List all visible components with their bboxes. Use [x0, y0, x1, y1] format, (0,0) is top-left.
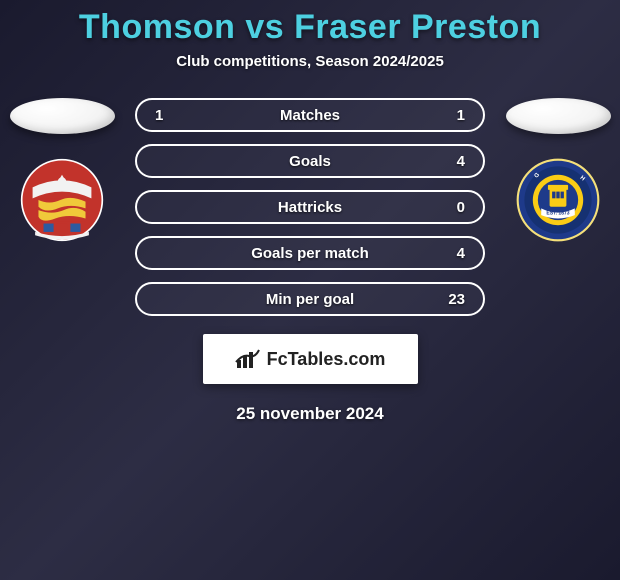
stat-label: Hattricks: [278, 199, 342, 216]
stat-right-value: 4: [441, 153, 465, 170]
stat-row: Goals 4: [135, 144, 485, 178]
left-side: [7, 98, 117, 247]
stat-label: Goals: [289, 153, 331, 170]
page-title: Thomson vs Fraser Preston: [0, 8, 620, 47]
stat-right-value: 23: [441, 291, 465, 308]
stat-label: Matches: [280, 107, 340, 124]
stat-row: 1 Matches 1: [135, 98, 485, 132]
stat-right-value: 4: [441, 245, 465, 262]
player-silhouette-right: [506, 98, 611, 134]
club-crest-right: EST. 1873 G H: [516, 158, 600, 247]
stat-right-value: 1: [441, 107, 465, 124]
club-crest-left: [20, 158, 104, 247]
stat-label: Min per goal: [266, 291, 354, 308]
stat-right-value: 0: [441, 199, 465, 216]
comparison-layout: 1 Matches 1 Goals 4 Hattricks 0 Goals pe…: [0, 98, 620, 316]
right-side: EST. 1873 G H: [503, 98, 613, 247]
date: 25 november 2024: [0, 404, 620, 424]
stat-row: Hattricks 0: [135, 190, 485, 224]
stats-column: 1 Matches 1 Goals 4 Hattricks 0 Goals pe…: [135, 98, 485, 316]
bar-chart-icon: [235, 348, 261, 370]
brand-logo: FcTables.com: [203, 334, 418, 384]
subtitle: Club competitions, Season 2024/2025: [0, 53, 620, 70]
crest-left-icon: [20, 158, 104, 242]
stat-row: Min per goal 23: [135, 282, 485, 316]
player-silhouette-left: [10, 98, 115, 134]
stat-left-value: 1: [155, 107, 179, 124]
brand-logo-text: FcTables.com: [267, 349, 386, 370]
crest-right-icon: EST. 1873 G H: [516, 158, 600, 242]
stat-label: Goals per match: [251, 245, 369, 262]
svg-text:EST. 1873: EST. 1873: [546, 210, 569, 216]
stat-row: Goals per match 4: [135, 236, 485, 270]
